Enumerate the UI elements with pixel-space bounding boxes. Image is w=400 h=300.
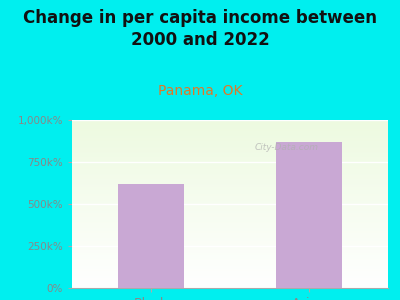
Text: Panama, OK: Panama, OK [158, 84, 242, 98]
Bar [276, 142, 342, 288]
Bar [118, 184, 184, 288]
Text: City-Data.com: City-Data.com [255, 143, 319, 152]
Text: Change in per capita income between
2000 and 2022: Change in per capita income between 2000… [23, 9, 377, 49]
